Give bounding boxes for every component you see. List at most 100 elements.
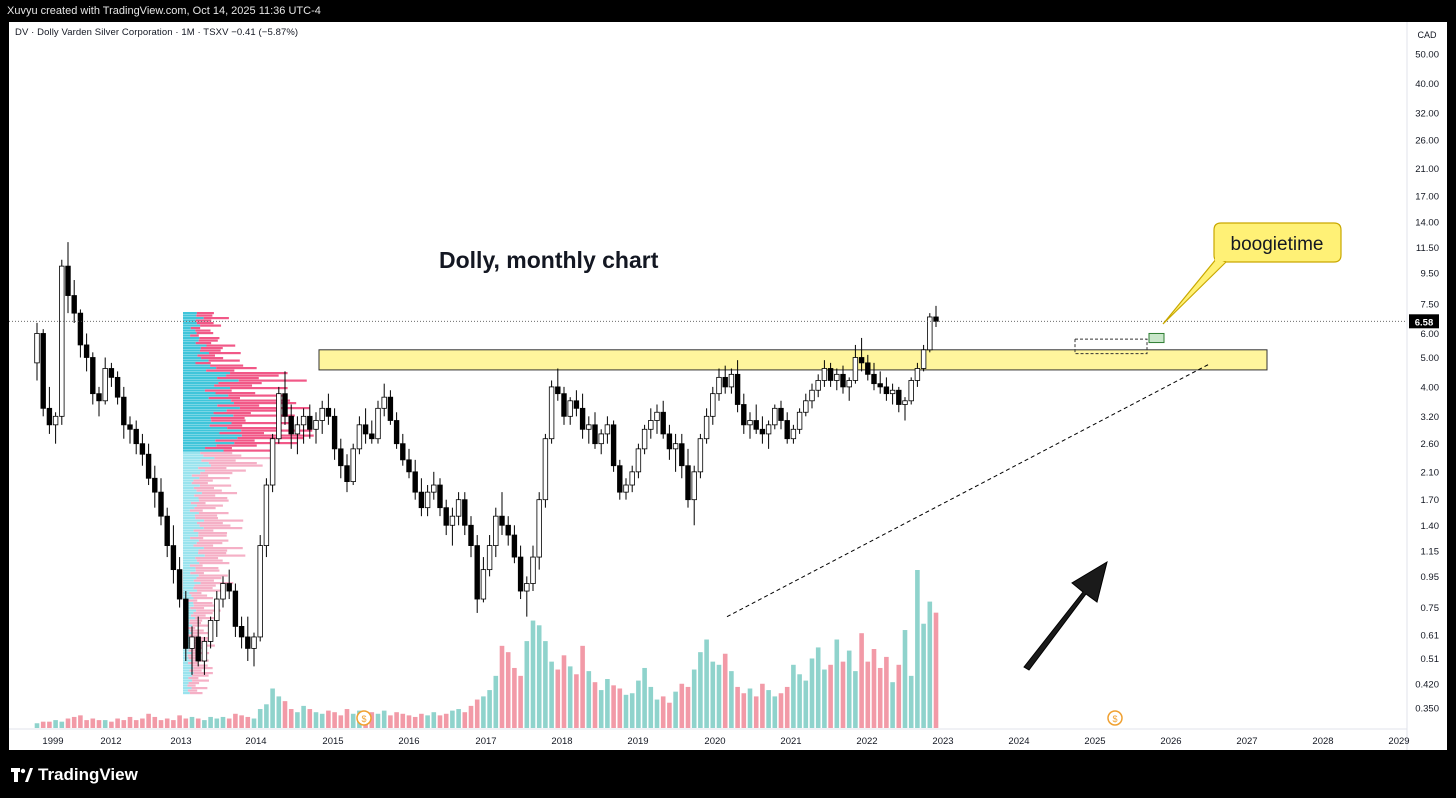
volume-bar <box>456 709 461 728</box>
time-tick-label: 2023 <box>932 736 953 747</box>
candle-body <box>263 484 270 546</box>
profile-down-row <box>200 347 223 350</box>
candle-body <box>840 373 846 388</box>
profile-up-row <box>183 354 198 357</box>
profile-up-row <box>183 339 199 342</box>
candle-body <box>883 386 890 395</box>
profile-down-row <box>233 414 295 417</box>
volume-bar <box>877 667 883 728</box>
profile-up-row <box>183 532 199 535</box>
candle-body <box>307 415 313 430</box>
volume-bar <box>257 709 263 728</box>
price-chart[interactable]: CAD 50.00 40.00 32.00 26.00 21.00 17.00 14.00 11… <box>9 22 1447 750</box>
volume-bar <box>90 718 96 728</box>
volume-bar <box>648 686 654 728</box>
profile-up-row <box>183 462 209 465</box>
profile-down-row <box>194 514 218 517</box>
profile-down-row <box>209 424 243 427</box>
drawings <box>9 320 1407 618</box>
volume-bar <box>109 721 114 728</box>
volume-bar <box>884 656 889 728</box>
candle-body <box>865 362 871 375</box>
candle-body <box>121 396 127 426</box>
profile-up-row <box>183 422 232 425</box>
volume-bar <box>394 712 399 728</box>
profile-up-row <box>183 382 219 385</box>
profile-up-row <box>183 352 209 355</box>
profile-up-row <box>183 337 200 340</box>
volume-bar <box>140 718 145 728</box>
profile-down-row <box>198 339 218 342</box>
dividend-marker-2015[interactable]: $ <box>356 710 372 726</box>
candle-body <box>282 393 288 417</box>
symbol-info[interactable]: DV · Dolly Varden Silver Corporation · 1… <box>15 27 299 38</box>
volume-bar <box>822 669 827 728</box>
time-tick-label: 2017 <box>475 736 496 747</box>
candle-body <box>164 515 170 546</box>
profile-up-row <box>183 432 220 435</box>
profile-up-row <box>183 597 194 600</box>
callout-annotation[interactable]: boogietime <box>1162 222 1342 325</box>
profile-up-row <box>183 419 212 422</box>
profile-down-row <box>199 337 220 340</box>
profile-up-row <box>183 372 231 375</box>
volume-bar <box>691 669 697 728</box>
profile-up-row <box>183 397 209 400</box>
volume-bar <box>766 690 771 728</box>
profile-up-row <box>183 427 228 430</box>
profile-up-row <box>183 512 199 515</box>
tradingview-logo[interactable]: TradingView <box>11 765 138 785</box>
profile-down-row <box>198 539 229 542</box>
volume-bar <box>295 712 300 728</box>
volume-bar <box>313 712 319 728</box>
candle-body <box>933 316 939 322</box>
candle-body <box>697 438 704 473</box>
profile-up-row <box>183 692 190 695</box>
profile-down-row <box>226 374 279 377</box>
profile-up-row <box>183 589 197 592</box>
profile-down-row <box>199 562 230 565</box>
dividend-marker-2025[interactable]: $ <box>1107 710 1123 726</box>
profile-down-row <box>206 369 235 372</box>
profile-down-row <box>208 352 241 355</box>
volume-bar <box>102 720 108 728</box>
volume-bar <box>146 713 151 728</box>
target-box <box>1148 332 1165 344</box>
profile-up-row <box>183 362 196 365</box>
candle-body <box>443 507 449 526</box>
candle-body <box>152 477 158 493</box>
candle-body <box>548 386 555 440</box>
profile-up-row <box>183 689 188 692</box>
profile-down-row <box>231 399 291 402</box>
profile-down-row <box>192 632 211 635</box>
volume-bar <box>468 705 474 728</box>
profile-up-row <box>183 609 197 612</box>
price-axis[interactable]: CAD 50.00 40.00 32.00 26.00 21.00 17.00 14.00 11… <box>1406 22 1439 750</box>
profile-down-row <box>194 584 216 587</box>
volume-bar <box>481 696 486 728</box>
price-tick-label: 21.00 <box>1415 164 1439 175</box>
profile-up-row <box>183 652 193 655</box>
tradingview-logo-text: TradingView <box>38 765 138 784</box>
profile-down-row <box>190 607 205 610</box>
profile-up-row <box>183 587 194 590</box>
profile-down-row <box>200 452 233 455</box>
candle-body <box>183 598 189 649</box>
candle-body <box>902 400 908 405</box>
profile-down-row <box>214 384 253 387</box>
profile-up-row <box>183 447 206 450</box>
candle-body <box>722 376 728 388</box>
volume-bar <box>195 718 201 728</box>
candle-body <box>703 415 710 440</box>
profile-up-row <box>183 644 195 647</box>
volume-bar <box>753 696 759 728</box>
profile-down-row <box>196 589 223 592</box>
time-axis[interactable]: 1999 2012 2013 2014 2015 2016 2017 2018 2019 2020… <box>9 728 1410 747</box>
profile-down-row <box>193 529 214 532</box>
volume-bar <box>177 715 182 728</box>
candle-body <box>530 556 536 584</box>
arrow-annotation[interactable] <box>1023 560 1108 671</box>
profile-down-row <box>199 524 231 527</box>
volume-bar <box>778 693 784 728</box>
candle-body <box>592 424 598 445</box>
